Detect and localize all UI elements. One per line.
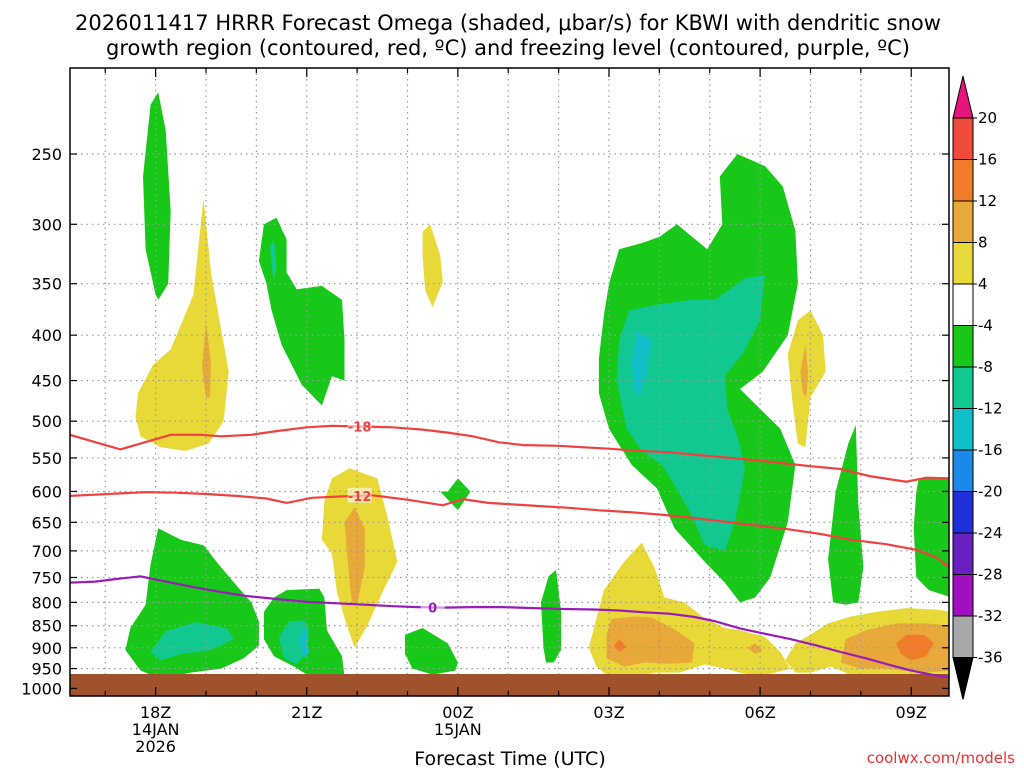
colorbar-label: -36 — [978, 649, 1003, 667]
y-tick-label: 700 — [31, 542, 62, 561]
omega-region-22 — [913, 478, 949, 597]
omega-region-3 — [258, 217, 345, 406]
ground-surface — [70, 674, 949, 696]
x-tick-label: 21Z — [291, 703, 322, 722]
credit-link[interactable]: coolwx.com/models — [867, 749, 1015, 767]
colorbar-label: 4 — [978, 275, 988, 293]
plot-area: -18 -12 0 — [70, 68, 949, 696]
x-tick-label: 18Z — [140, 703, 171, 722]
colorbar-bin — [952, 491, 974, 534]
colorbar-label: -4 — [978, 317, 993, 335]
colorbar-bin — [952, 242, 974, 285]
colorbar-label: 20 — [978, 109, 997, 127]
contour-line--18 — [70, 424, 949, 483]
x-tick-label: 15JAN — [434, 720, 482, 739]
colorbar-bin — [952, 615, 974, 658]
colorbar-bin — [952, 117, 974, 160]
colorbar-bin — [952, 366, 974, 409]
colorbar-label: 16 — [978, 151, 997, 169]
omega-region-29 — [896, 634, 934, 661]
plot-frame — [69, 67, 950, 697]
colorbar-min-arrow — [952, 657, 974, 700]
colorbar-bin — [952, 574, 974, 617]
omega-region-17 — [616, 274, 766, 551]
contour-line-0 — [70, 575, 949, 679]
colorbar-max-arrow — [952, 75, 974, 119]
colorbar-label: -24 — [978, 524, 1003, 542]
x-tick-label: 03Z — [593, 703, 624, 722]
contour-layer: -18 -12 0 — [70, 418, 949, 679]
x-tick-label: 06Z — [744, 703, 775, 722]
contour-label-bg — [347, 487, 372, 503]
omega-region-4 — [270, 239, 277, 282]
omega-region-14 — [405, 628, 458, 675]
contour-label-bg — [347, 418, 372, 434]
y-tick-label: 900 — [31, 639, 62, 658]
omega-region-12 — [279, 620, 310, 665]
omega-region-13 — [299, 628, 310, 659]
contour-label-0: 0 — [428, 601, 437, 616]
omega-shading-layer — [125, 92, 949, 683]
colorbar-label: -28 — [978, 566, 1003, 584]
y-tick-label: 250 — [31, 145, 62, 164]
omega-region-21 — [828, 425, 864, 605]
omega-region-5 — [422, 224, 443, 308]
y-tick-label: 600 — [31, 482, 62, 501]
x-axis-title: Forecast Time (UTC) — [414, 748, 605, 768]
colorbar-bin — [952, 159, 974, 202]
y-tick-label: 1000 — [21, 679, 62, 698]
y-axis: 250 300 350 400 450 500 550 600 650 700 750 800 850 9… — [21, 145, 949, 698]
colorbar-bin — [952, 408, 974, 451]
colorbar-label: -32 — [978, 607, 1003, 625]
colorbar: 20 16 12 8 4 -4 -8 -12 -16 -20 -24 -28 -32 -36 — [952, 75, 1003, 700]
contour-line--12 — [70, 490, 949, 568]
omega-region-24 — [606, 616, 695, 667]
y-tick-label: 500 — [31, 412, 62, 431]
colorbar-bin — [952, 200, 974, 243]
y-tick-label: 850 — [31, 617, 62, 636]
y-tick-label: 300 — [31, 215, 62, 234]
y-tick-label: 400 — [31, 326, 62, 345]
colorbar-label: 8 — [978, 234, 988, 252]
y-tick-label: 350 — [31, 275, 62, 294]
colorbar-label: -8 — [978, 358, 993, 376]
x-tick-label: 14JAN — [132, 720, 180, 739]
x-tick-label: 09Z — [896, 703, 927, 722]
contour-label-bg — [420, 599, 445, 615]
y-tick-label: 750 — [31, 568, 62, 587]
grid-layer — [70, 68, 949, 696]
x-tick-label: 00Z — [442, 703, 473, 722]
omega-region-20 — [800, 344, 808, 398]
omega-region-0 — [143, 92, 171, 300]
omega-region-10 — [150, 622, 234, 661]
colorbar-bin — [952, 325, 974, 368]
contour-label--18: -18 — [348, 420, 372, 435]
y-tick-label: 450 — [31, 372, 62, 391]
contour-label--12: -12 — [348, 490, 372, 505]
chart-title-line-2: growth region (contoured, red, ºC) and f… — [106, 36, 910, 60]
omega-region-8 — [440, 478, 471, 511]
y-tick-label: 650 — [31, 513, 62, 532]
chart-title-line-1: 2026011417 HRRR Forecast Omega (shaded, … — [75, 11, 941, 35]
y-tick-label: 550 — [31, 449, 62, 468]
y-tick-label: 950 — [31, 660, 62, 679]
colorbar-bin — [952, 283, 974, 326]
omega-region-26 — [747, 643, 763, 655]
colorbar-label: 12 — [978, 192, 997, 210]
colorbar-bin — [952, 449, 974, 492]
y-tick-label: 800 — [31, 593, 62, 612]
x-tick-label: 2026 — [135, 737, 176, 756]
omega-region-25 — [614, 639, 627, 652]
colorbar-label: -12 — [978, 400, 1003, 418]
omega-region-7 — [344, 507, 365, 605]
colorbar-bin — [952, 532, 974, 575]
omega-region-15 — [541, 569, 562, 663]
colorbar-label: -20 — [978, 483, 1003, 501]
colorbar-label: -16 — [978, 441, 1003, 459]
